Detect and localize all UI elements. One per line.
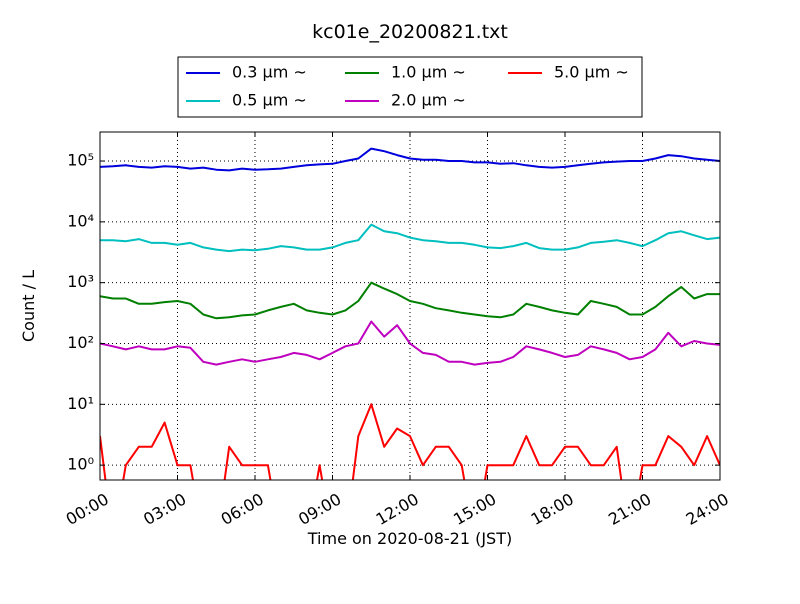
- series-line: [100, 223, 720, 253]
- y-tick-label: 10³: [67, 272, 94, 291]
- x-tick-label: 15:00: [450, 489, 499, 529]
- y-axis-label: Count / L: [19, 270, 38, 342]
- series-line: [100, 147, 720, 172]
- series-line: [100, 320, 720, 366]
- legend: 0.3 μm ~ 0.5 μm ~ 1.0 μm ~ 2.0 μm ~ 5.0 μm ~: [177, 56, 643, 118]
- y-tick-label: 10⁴: [67, 211, 94, 230]
- y-tick-label: 10⁰: [67, 455, 94, 474]
- plot-lines: [100, 147, 720, 480]
- chart-title: kc01e_20200821.txt: [312, 21, 508, 43]
- series-line: [100, 403, 720, 480]
- x-tick-label: 12:00: [373, 489, 422, 529]
- x-tick-label: 24:00: [683, 489, 732, 529]
- y-tick-label: 10¹: [67, 394, 94, 413]
- legend-box: [177, 56, 643, 118]
- legend-label: 2.0 μm ~: [391, 91, 466, 110]
- legend-label: 0.3 μm ~: [232, 63, 307, 82]
- x-tick-label: 00:00: [63, 489, 112, 529]
- legend-label: 5.0 μm ~: [554, 63, 629, 82]
- x-tick-label: 06:00: [218, 489, 267, 529]
- x-tick-label: 21:00: [605, 489, 654, 529]
- y-tick-label: 10⁵: [67, 151, 94, 170]
- series-line: [100, 281, 720, 320]
- legend-label: 1.0 μm ~: [391, 63, 466, 82]
- legend-label: 0.5 μm ~: [232, 91, 307, 110]
- y-tick-label: 10²: [67, 333, 94, 352]
- ticks: 00:00 03:00 06:00 09:00 12:00 15:00 18:00 21:00…: [63, 132, 732, 529]
- x-axis-label: Time on 2020-08-21 (JST): [307, 529, 512, 548]
- x-tick-label: 18:00: [528, 489, 577, 529]
- x-tick-label: 09:00: [295, 489, 344, 529]
- x-tick-label: 03:00: [140, 489, 189, 529]
